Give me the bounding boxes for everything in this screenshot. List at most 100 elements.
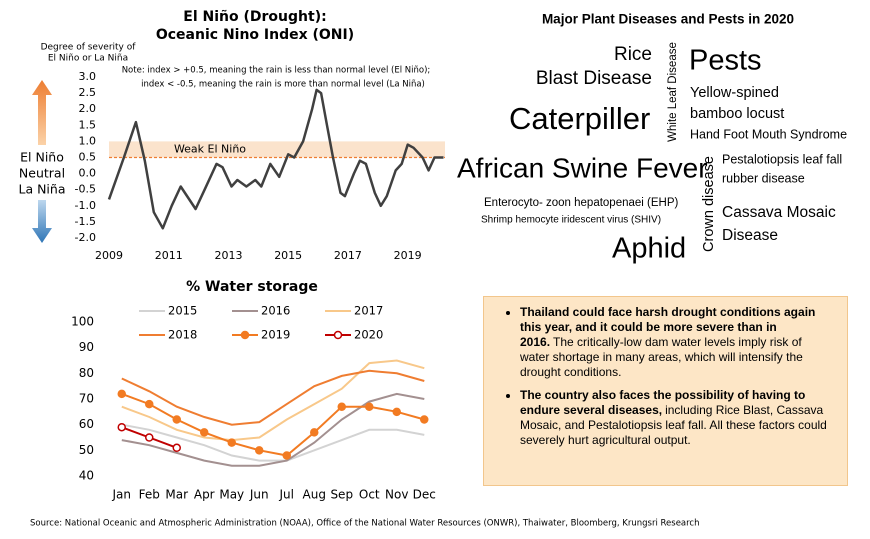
x-tick-label: Jul (279, 488, 294, 502)
bullet-list: Thailand could face harsh drought condit… (498, 305, 833, 448)
marker (172, 415, 181, 424)
y-tick-label: 100 (71, 315, 94, 329)
x-tick-label: May (219, 488, 244, 502)
y-tick-label: 1.5 (79, 118, 97, 131)
y-tick-label: 50 (79, 443, 94, 457)
y-tick-label: 1.0 (79, 134, 97, 147)
region-label: Neutral (19, 166, 65, 181)
word: bamboo locust (690, 106, 784, 122)
word: Aphid (612, 233, 686, 265)
la-nina-arrow (32, 200, 52, 243)
word: Disease (722, 227, 778, 244)
series-line (121, 369, 425, 426)
x-tick-label: 2011 (155, 249, 183, 262)
legend-label: 2017 (354, 304, 383, 318)
y-tick-label: 90 (79, 340, 94, 354)
legend-label: 2019 (261, 328, 290, 342)
y-axis-label: El Niño or La Niña (48, 54, 128, 64)
x-tick-label: 2017 (334, 249, 362, 262)
note: Note: index > +0.5, meaning the rain is … (122, 66, 431, 76)
chart-title: El Niño (Drought): (183, 9, 326, 25)
marker (145, 399, 154, 409)
word: Pestalotiopsis leaf fall (722, 152, 842, 166)
marker (255, 446, 264, 455)
chart-title: % Water storage (186, 279, 318, 295)
word: Caterpiller (509, 101, 650, 136)
marker (310, 428, 319, 437)
y-tick-label: 70 (79, 392, 94, 406)
x-tick-label: Feb (139, 488, 160, 502)
marker (337, 402, 346, 411)
word: White Leaf Disease (667, 42, 679, 142)
bullet-bold: The country also faces the possibility o… (520, 388, 806, 417)
y-axis-label: Degree of severity of (41, 43, 137, 53)
y-tick-label: -2.0 (75, 231, 96, 244)
band (109, 141, 445, 158)
y-tick-label: 60 (79, 417, 94, 431)
y-tick-label: 3.0 (79, 70, 97, 83)
series-line (121, 392, 425, 457)
marker (145, 433, 154, 442)
word: Pests (689, 45, 762, 77)
y-tick-label: -1.0 (75, 199, 96, 212)
bullet-text: The critically-low dam water levels impl… (520, 335, 803, 379)
x-tick-label: Nov (385, 488, 408, 502)
x-tick-label: Sep (330, 488, 353, 502)
marker (200, 428, 209, 437)
x-tick-label: 2009 (95, 249, 123, 262)
x-tick-label: Mar (165, 488, 188, 502)
x-tick-label: Oct (359, 488, 380, 502)
marker (117, 422, 126, 432)
y-tick-label: 80 (79, 366, 94, 380)
x-tick-label: Aug (303, 488, 326, 502)
word: Cassava Mosaic (722, 204, 836, 221)
x-tick-label: Dec (413, 488, 436, 502)
word: Enterocyto- zoon hepatopenaei (EHP) (484, 197, 679, 209)
word: Rice (614, 44, 652, 65)
word: Yellow-spined (690, 85, 779, 101)
marker (365, 402, 374, 411)
region-label: El Niño (20, 150, 64, 165)
x-tick-label: 2013 (214, 249, 242, 262)
y-tick-label: 0.5 (79, 151, 97, 164)
x-tick-label: Apr (194, 488, 215, 502)
series-line (121, 392, 425, 467)
bullet: Thailand could face harsh drought condit… (520, 305, 833, 380)
x-tick-label: Jan (112, 488, 132, 502)
text-box: Thailand could face harsh drought condit… (483, 296, 848, 486)
region-label: La Niña (18, 182, 65, 197)
marker (392, 407, 401, 417)
word: Hand Foot Mouth Syndrome (690, 127, 847, 141)
bullet-bold: Thailand could face harsh drought condit… (520, 305, 816, 349)
chart-title: Oceanic Nino Index (ONI) (156, 27, 354, 43)
el-nino-arrow (32, 80, 52, 145)
y-tick-label: 0.0 (79, 167, 97, 180)
word: rubber disease (722, 171, 805, 185)
marker (420, 415, 429, 424)
note: index < -0.5, meaning the rain is more t… (141, 80, 425, 90)
legend-label: 2016 (261, 304, 290, 318)
marker (227, 438, 236, 447)
marker (282, 451, 291, 460)
x-tick-label: 2019 (394, 249, 422, 262)
y-tick-label: -0.5 (75, 183, 96, 196)
marker (117, 389, 126, 399)
word-cloud-title: Major Plant Diseases and Pests in 2020 (542, 12, 794, 27)
y-tick-label: 2.5 (79, 86, 97, 99)
series-line (121, 423, 425, 462)
oni-line (107, 88, 444, 230)
word: African Swine Fever (457, 152, 708, 183)
word: Shrimp hemocyte iridescent virus (SHIV) (481, 215, 661, 226)
legend-label: 2018 (168, 328, 197, 342)
y-tick-label: -1.5 (75, 215, 96, 228)
marker (172, 443, 181, 453)
bullet-text: including Rice Blast, Cassava Mosaic, an… (520, 403, 827, 447)
legend-marker (240, 330, 250, 340)
legend-label: 2015 (168, 304, 197, 318)
word: Blast Disease (536, 68, 652, 89)
legend-marker (333, 330, 343, 340)
legend-label: 2020 (354, 328, 383, 342)
source: Source: National Oceanic and Atmospheric… (30, 519, 700, 529)
